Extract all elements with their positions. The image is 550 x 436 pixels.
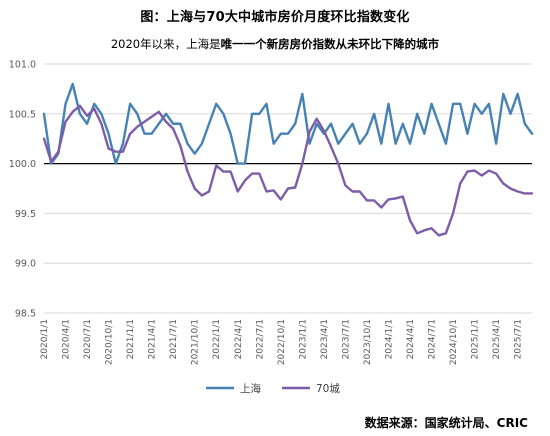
- x-tick-label: 2024/4/1: [406, 319, 416, 359]
- y-tick-label: 100.0: [9, 159, 36, 170]
- x-tick-label: 2020/1/1: [40, 319, 50, 359]
- x-tick-label: 2024/1/1: [384, 319, 394, 359]
- x-tick-label: 2024/7/1: [428, 319, 438, 359]
- x-tick-label: 2025/4/1: [492, 319, 502, 359]
- y-tick-label: 98.5: [15, 309, 36, 320]
- legend-label-70-cities: 70城: [316, 383, 340, 395]
- y-tick-label: 101.0: [9, 60, 36, 71]
- subtitle-part2: 唯一一个新房房价指数: [220, 37, 336, 51]
- x-tick-label: 2021/4/1: [148, 319, 158, 359]
- y-tick-label: 99.5: [15, 209, 36, 220]
- data-source: 数据来源：国家统计局、CRIC: [364, 416, 528, 430]
- y-tick-label: 100.5: [9, 109, 36, 120]
- x-tick-label: 2021/7/1: [169, 319, 179, 359]
- series-line-70-cities: [42, 104, 534, 237]
- y-tick-label: 99.0: [15, 259, 36, 270]
- x-tick-label: 2025/1/1: [471, 319, 481, 359]
- legend-label-shanghai: 上海: [240, 382, 261, 395]
- x-tick-label: 2021/1/1: [126, 319, 136, 359]
- x-tick-label: 2022/10/1: [277, 319, 287, 365]
- subtitle-part1: 2020年以来，上海是: [110, 37, 221, 51]
- x-tick-label: 2020/4/1: [62, 319, 72, 359]
- chart-title: 图：上海与70大中城市房价月度环比指数变化: [140, 10, 410, 25]
- x-tick-label: 2023/4/1: [320, 319, 330, 359]
- x-tick-label: 2020/7/1: [83, 319, 93, 359]
- x-tick-label: 2020/10/1: [105, 319, 115, 365]
- x-tick-label: 2022/1/1: [212, 319, 222, 359]
- x-tick-label: 2023/1/1: [298, 319, 308, 359]
- x-tick-label: 2021/10/1: [191, 319, 201, 365]
- chart-subtitle: 2020年以来，上海是唯一一个新房房价指数从未环比下降的城市: [0, 36, 550, 52]
- subtitle-part3: 从未环比下降的城市: [335, 37, 440, 51]
- x-tick-label: 2024/10/1: [449, 319, 459, 365]
- x-tick-label: 2022/7/1: [255, 319, 265, 359]
- x-tick-label: 2025/7/1: [514, 319, 524, 359]
- x-tick-label: 2022/4/1: [234, 319, 244, 359]
- x-tick-label: 2023/7/1: [341, 319, 351, 359]
- x-tick-label: 2023/10/1: [363, 319, 373, 365]
